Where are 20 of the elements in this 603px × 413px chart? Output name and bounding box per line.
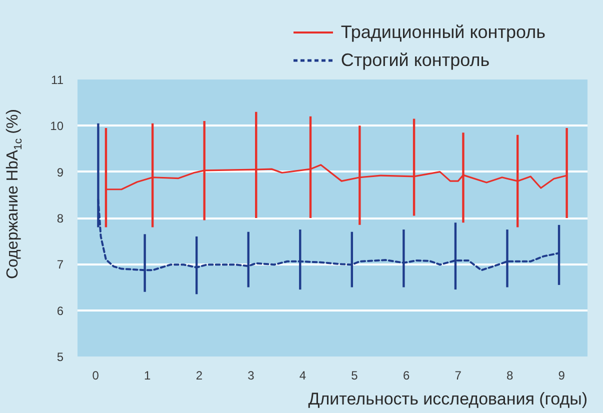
x-tick-label: 6 <box>402 368 410 382</box>
x-tick-label: 5 <box>351 368 358 382</box>
x-tick-label: 1 <box>144 368 152 382</box>
x-tick-label: 0 <box>92 368 100 382</box>
x-tick-label: 7 <box>454 368 462 382</box>
x-tick-label: 4 <box>299 368 306 382</box>
x-axis-title: Длительность исследования (годы) <box>308 390 588 408</box>
y-tick-label: 5 <box>56 350 64 364</box>
y-tick-label: 8 <box>56 212 64 226</box>
x-tick-label: 3 <box>248 368 255 382</box>
y-tick-label: 6 <box>56 304 64 318</box>
x-tick-label: 9 <box>558 368 566 382</box>
y-tick-label: 11 <box>51 73 64 87</box>
y-tick-label: 10 <box>50 119 64 134</box>
x-tick-label: 8 <box>506 368 514 382</box>
x-tick-label: 2 <box>196 368 203 382</box>
legend-label: Традиционный контроль <box>340 20 546 44</box>
y-tick-label: 7 <box>56 258 64 272</box>
legend-label: Строгий контроль <box>340 48 490 72</box>
y-tick-label: 9 <box>56 165 64 180</box>
